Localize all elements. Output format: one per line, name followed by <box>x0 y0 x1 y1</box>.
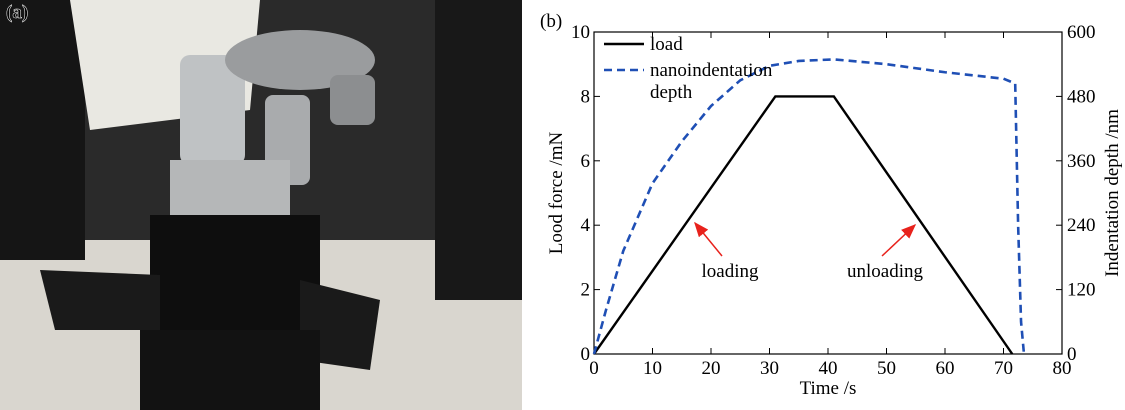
line-series <box>592 58 1026 355</box>
y-tick-label: 10 <box>571 22 590 43</box>
x-tick-label: 60 <box>936 358 955 379</box>
photo <box>0 0 522 410</box>
panel-label: (b) <box>540 11 562 32</box>
y2-tick-label: 480 <box>1067 86 1096 107</box>
x-tick-label: 70 <box>994 358 1013 379</box>
legend-label: nanoindentation depth <box>650 60 777 103</box>
annotation-arrow <box>694 221 723 257</box>
y2-axis-label: Indentation depth /nm <box>1102 109 1123 277</box>
line-series <box>593 95 1014 355</box>
y2-tick-label: 0 <box>1067 344 1077 365</box>
y2-tick-label: 600 <box>1067 22 1096 43</box>
x-tick-label: 20 <box>702 358 721 379</box>
y-tick-label: 0 <box>581 344 591 365</box>
x-tick-label: 80 <box>1053 358 1072 379</box>
annotation-arrow <box>881 223 917 257</box>
y2-tick-label: 360 <box>1067 151 1096 172</box>
panel-label: (a) <box>6 2 28 23</box>
y2-tick-label: 240 <box>1067 215 1096 236</box>
y-tick-label: 2 <box>581 280 591 301</box>
x-axis-label: Time /s <box>800 378 857 399</box>
legend-label: load <box>650 34 683 55</box>
y-tick-label: 4 <box>581 215 591 236</box>
x-tick-label: 30 <box>760 358 779 379</box>
y-tick-label: 8 <box>581 86 591 107</box>
legend-label-line: nanoindentation <box>650 60 777 81</box>
x-tick-label: 0 <box>589 358 599 379</box>
x-tick-label: 50 <box>877 358 896 379</box>
y2-tick-label: 120 <box>1067 280 1096 301</box>
x-tick-label: 10 <box>643 358 662 379</box>
legend-label-line: depth <box>650 82 693 103</box>
chart: 0 10 20 30 40 50 60 70 8002468100120240360480600… <box>546 22 1123 399</box>
y-axis-label: Lood force /mN <box>546 132 567 255</box>
x-tick-label: 40 <box>819 358 838 379</box>
annotation: loading <box>702 261 759 282</box>
y-tick-label: 6 <box>581 151 591 172</box>
annotation: unloading <box>847 261 923 282</box>
